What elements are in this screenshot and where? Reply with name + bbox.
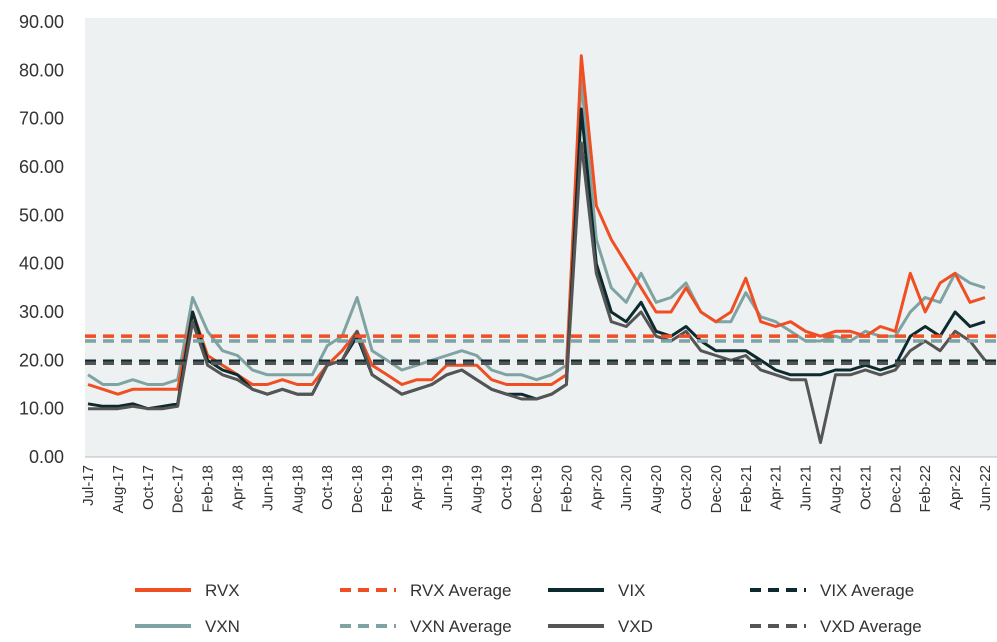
x-tick-label: Aug-21 (828, 465, 845, 513)
x-tick-label: Feb-20 (558, 465, 575, 513)
legend-label: VXN Average (410, 617, 512, 636)
legend-label: RVX (205, 581, 240, 600)
legend-label: VXD Average (820, 617, 922, 636)
x-tick-label: Oct-18 (319, 465, 336, 510)
x-tick-label: Feb-19 (379, 465, 396, 513)
x-tick-label: Feb-18 (200, 465, 217, 513)
x-tick-label: Jun-21 (798, 465, 815, 511)
x-tick-label: Jun-20 (618, 465, 635, 511)
x-tick-label: Jun-18 (259, 465, 276, 511)
legend-label: VIX (618, 581, 645, 600)
y-tick-label: 80.00 (19, 60, 64, 80)
y-tick-label: 0.00 (29, 447, 64, 467)
x-tick-label: Oct-21 (857, 465, 874, 510)
x-tick-label: Jun-22 (977, 465, 994, 511)
plot-area (85, 18, 997, 457)
y-tick-label: 30.00 (19, 302, 64, 322)
x-tick-label: Aug-18 (289, 465, 306, 513)
y-tick-label: 90.00 (19, 12, 64, 32)
x-tick-label: Apr-20 (588, 465, 605, 510)
x-tick-label: Aug-19 (469, 465, 486, 513)
series-line (88, 141, 987, 444)
x-tick-label: Dec-19 (529, 465, 546, 513)
x-tick-label: Apr-22 (947, 465, 964, 510)
x-tick-label: Dec-20 (708, 465, 725, 513)
series-line (87, 78, 986, 386)
x-tick-label: Aug-20 (648, 465, 665, 513)
x-tick-label: Jun-19 (439, 465, 456, 511)
x-tick-label: Feb-21 (738, 465, 755, 513)
legend-label: RVX Average (410, 581, 511, 600)
y-tick-label: 20.00 (19, 350, 64, 370)
x-tick-label: Apr-19 (409, 465, 426, 510)
x-tick-label: Oct-20 (678, 465, 695, 510)
legend-label: VXN (205, 617, 240, 636)
legend-label: VXD (618, 617, 653, 636)
x-tick-label: Dec-18 (349, 465, 366, 513)
x-tick-label: Apr-21 (768, 465, 785, 510)
legend-label: VIX Average (820, 581, 914, 600)
x-tick-label: Feb-22 (917, 465, 934, 513)
y-tick-label: 50.00 (19, 205, 64, 225)
x-tick-label: Oct-19 (499, 465, 516, 510)
x-tick-label: Apr-18 (230, 465, 247, 510)
x-tick-label: Jul-17 (80, 465, 97, 506)
x-tick-label: Dec-17 (170, 465, 187, 513)
y-tick-label: 60.00 (19, 157, 64, 177)
y-tick-label: 10.00 (19, 399, 64, 419)
x-tick-label: Oct-17 (140, 465, 157, 510)
y-tick-label: 40.00 (19, 254, 64, 274)
y-tick-label: 70.00 (19, 109, 64, 129)
x-tick-label: Dec-21 (887, 465, 904, 513)
x-tick-label: Aug-17 (110, 465, 127, 513)
